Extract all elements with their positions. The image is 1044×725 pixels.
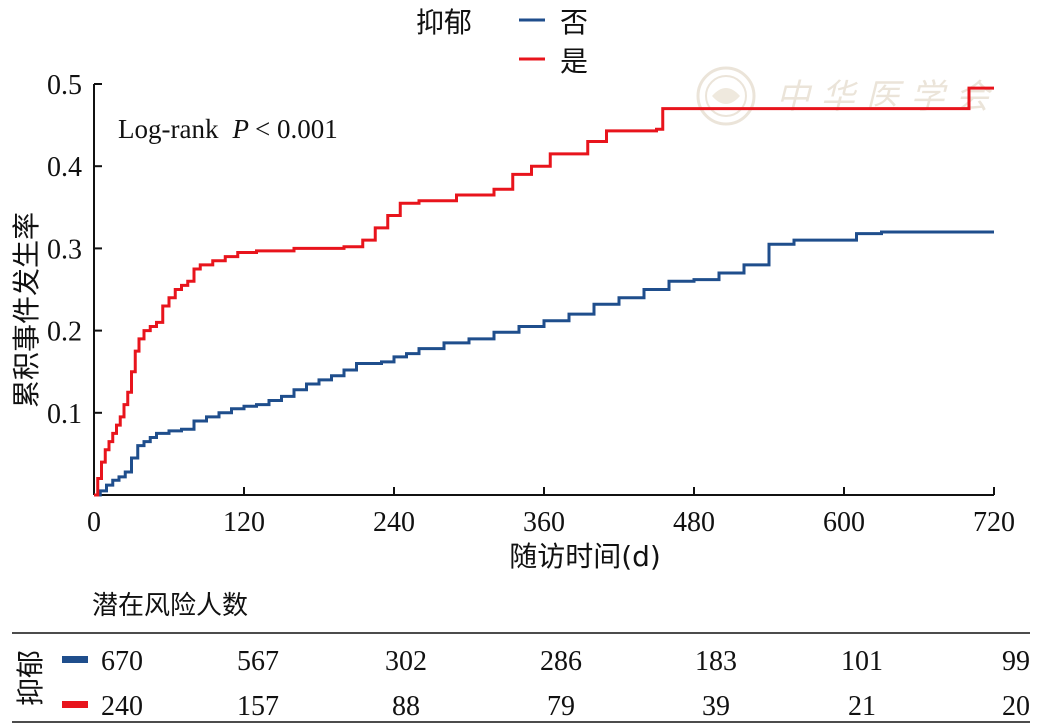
- x-tick-label: 600: [823, 507, 865, 538]
- risk-row-swatch: [62, 701, 88, 708]
- y-tick-label: 0.4: [47, 152, 82, 183]
- risk-count: 79: [547, 691, 575, 722]
- risk-count: 21: [848, 691, 876, 722]
- risk-count: 183: [695, 646, 737, 677]
- watermark-logo: 中 华 医 学 会: [696, 66, 993, 126]
- risk-count: 101: [841, 646, 883, 677]
- x-tick-label: 480: [673, 507, 715, 538]
- curves: [94, 86, 994, 497]
- logrank-p: P: [231, 114, 249, 144]
- x-tick-label: 240: [373, 507, 415, 538]
- series-line-no: [94, 230, 994, 497]
- x-tick-label: 360: [523, 507, 565, 538]
- y-tick-label: 0.5: [47, 70, 82, 101]
- logrank-label: Log-rank: [118, 114, 219, 144]
- risk-table-group-label: 抑郁: [14, 650, 47, 706]
- logrank-annotation: Log-rank P < 0.001: [118, 114, 338, 144]
- x-tick-label: 120: [223, 507, 265, 538]
- risk-count: 88: [392, 691, 420, 722]
- y-tick-label: 0.2: [47, 317, 82, 348]
- legend-title: 抑郁: [416, 6, 472, 39]
- x-tick-label: 720: [973, 507, 1015, 538]
- axes: 0 120 240 360 480 600 720 0.1 0.2 0.3 0.4 0.5: [47, 70, 1015, 538]
- risk-count: 99: [1002, 646, 1030, 677]
- risk-count: 302: [385, 646, 427, 677]
- risk-count: 567: [237, 646, 279, 677]
- x-axis-title: 随访时间(d): [509, 540, 661, 573]
- risk-table-title: 潜在风险人数: [92, 591, 249, 621]
- risk-row-swatch: [62, 656, 88, 663]
- risk-count: 39: [702, 691, 730, 722]
- risk-count: 240: [101, 691, 143, 722]
- risk-count: 670: [101, 646, 143, 677]
- x-tick-label: 0: [87, 507, 101, 538]
- legend: 抑郁 否 是: [416, 6, 588, 78]
- legend-label-yes: 是: [560, 45, 588, 78]
- y-axis-title: 累积事件发生率: [10, 212, 43, 408]
- svg-text:中 华 医 学 会: 中 华 医 学 会: [776, 77, 993, 117]
- legend-label-no: 否: [560, 6, 588, 39]
- logrank-value: < 0.001: [255, 114, 338, 144]
- y-tick-label: 0.3: [47, 234, 82, 265]
- risk-table: 抑郁 670 567 302 286 183 101 99 240 157 88 79 39 21 20: [12, 632, 1030, 723]
- series-line-yes: [94, 86, 994, 497]
- risk-count: 157: [237, 691, 279, 722]
- y-tick-label: 0.1: [47, 399, 82, 430]
- risk-count: 286: [540, 646, 582, 677]
- risk-count: 20: [1002, 691, 1030, 722]
